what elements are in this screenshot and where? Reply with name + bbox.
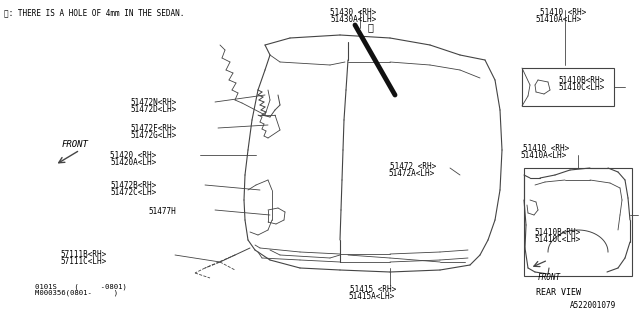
Text: 51410C<LH>: 51410C<LH>	[558, 83, 604, 92]
Text: 57111B<RH>: 57111B<RH>	[60, 250, 106, 259]
Text: 51410A<LH>: 51410A<LH>	[535, 15, 581, 24]
Text: FRONT: FRONT	[62, 140, 89, 149]
Text: ※: THERE IS A HOLE OF 4mm IN THE SEDAN.: ※: THERE IS A HOLE OF 4mm IN THE SEDAN.	[4, 8, 184, 17]
Text: 51410B<RH>: 51410B<RH>	[558, 76, 604, 85]
Bar	[524, 168, 632, 276]
Text: 51472C<LH>: 51472C<LH>	[110, 188, 156, 197]
Text: 51477H: 51477H	[148, 207, 176, 216]
Text: 51472F<RH>: 51472F<RH>	[130, 124, 176, 133]
Text: 51472G<LH>: 51472G<LH>	[130, 131, 176, 140]
Text: 51472 <RH>: 51472 <RH>	[390, 162, 436, 171]
Text: 51420 <RH>: 51420 <RH>	[110, 151, 156, 160]
Text: A522001079: A522001079	[570, 301, 616, 310]
Text: FRONT: FRONT	[538, 273, 561, 282]
Text: 51430A<LH>: 51430A<LH>	[330, 15, 376, 24]
Text: 51410B<RH>: 51410B<RH>	[534, 228, 580, 237]
Text: ※: ※	[367, 22, 373, 32]
Text: 0101S    (     -0801): 0101S ( -0801)	[35, 283, 127, 290]
Text: REAR VIEW: REAR VIEW	[536, 288, 580, 297]
Bar	[522, 68, 614, 106]
Text: M000356(0801-     ): M000356(0801- )	[35, 290, 118, 297]
Text: 51410C<LH>: 51410C<LH>	[534, 235, 580, 244]
Text: 57111C<LH>: 57111C<LH>	[60, 257, 106, 266]
Text: 51472D<LH>: 51472D<LH>	[130, 105, 176, 114]
Text: 51472A<LH>: 51472A<LH>	[388, 169, 435, 178]
Text: 51472B<RH>: 51472B<RH>	[110, 181, 156, 190]
Text: 51410A<LH>: 51410A<LH>	[520, 151, 566, 160]
Text: 51430 <RH>: 51430 <RH>	[330, 8, 376, 17]
Text: 51410 <RH>: 51410 <RH>	[540, 8, 586, 17]
Text: 51415 <RH>: 51415 <RH>	[350, 285, 396, 294]
Text: 51420A<LH>: 51420A<LH>	[110, 158, 156, 167]
Text: 51410 <RH>: 51410 <RH>	[523, 144, 569, 153]
Text: 51415A<LH>: 51415A<LH>	[348, 292, 394, 301]
Text: 51472N<RH>: 51472N<RH>	[130, 98, 176, 107]
